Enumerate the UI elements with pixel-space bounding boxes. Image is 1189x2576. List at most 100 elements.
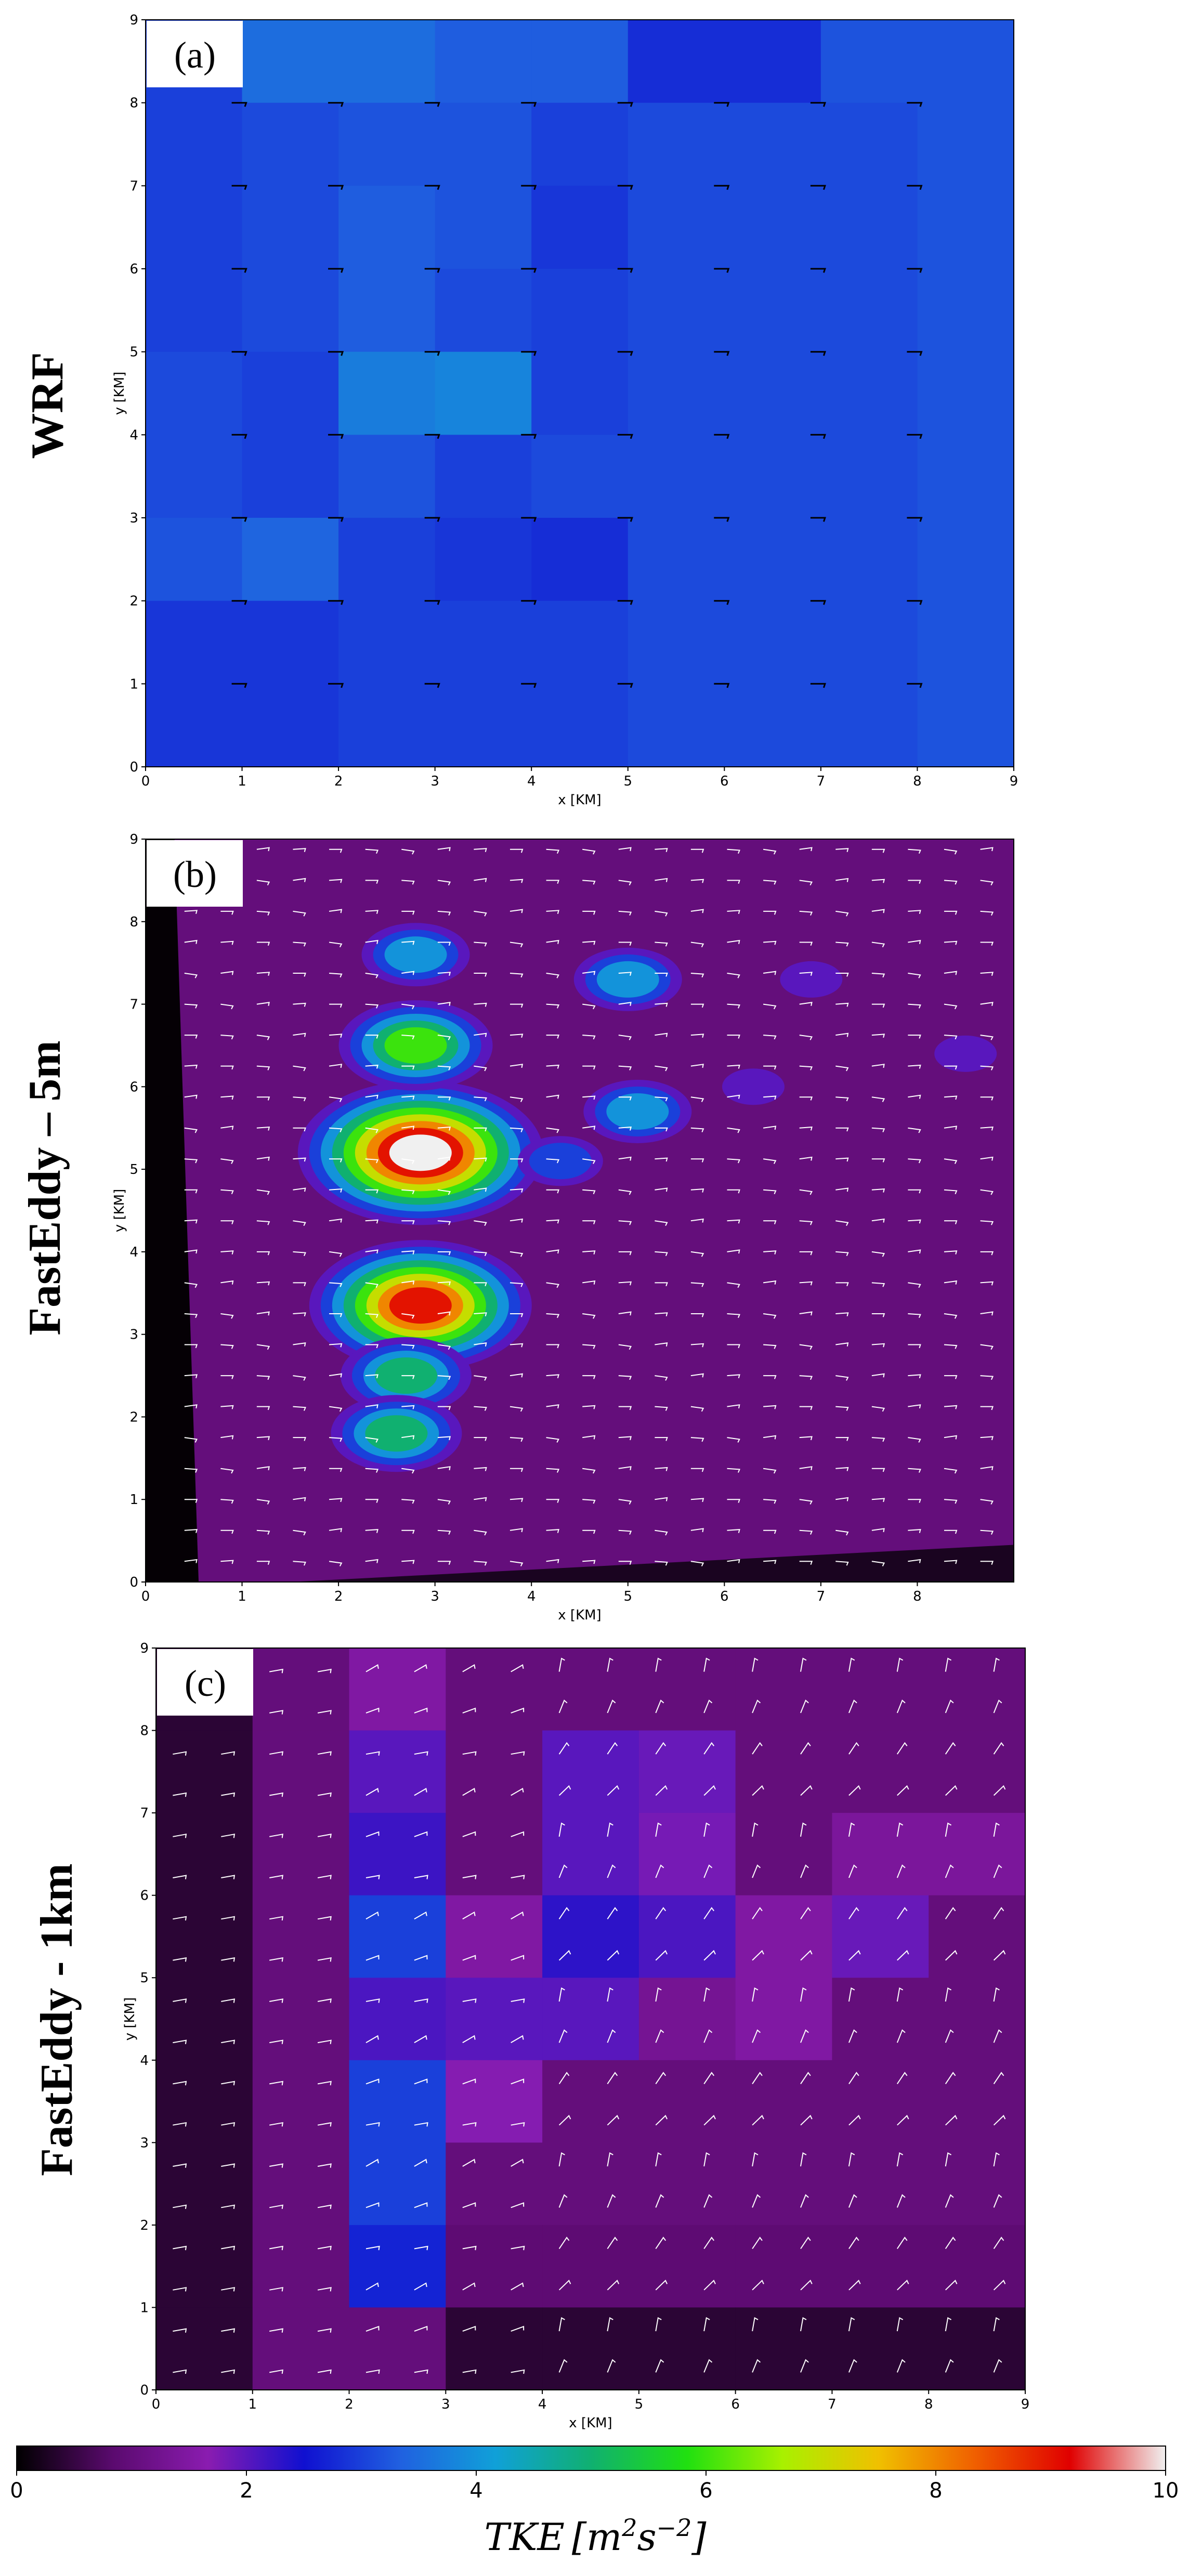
wind-barb	[1016, 1468, 1029, 1471]
wind-barb	[896, 2237, 908, 2250]
wind-barb	[993, 2317, 1000, 2332]
tke-cell	[628, 435, 725, 518]
tke-hotspot	[384, 1027, 447, 1064]
wind-barb	[424, 683, 440, 688]
wind-barb	[871, 909, 885, 913]
wind-barb	[582, 1499, 596, 1504]
tke-cell	[724, 186, 821, 269]
wind-barb	[655, 1864, 664, 1878]
tke-cell	[628, 102, 725, 186]
tke-cell	[638, 2225, 736, 2308]
wind-barb	[437, 1156, 451, 1161]
wind-barb	[509, 1343, 524, 1348]
wind-barb	[799, 1220, 813, 1225]
wind-barb	[401, 1065, 415, 1070]
wind-barb	[329, 1096, 343, 1102]
wind-barb	[462, 2035, 476, 2043]
wind-barb	[173, 2122, 187, 2127]
wind-barb	[980, 972, 994, 976]
wind-barb	[752, 2194, 761, 2208]
wind-barb	[703, 1822, 710, 1837]
wind-barb	[607, 2280, 620, 2291]
wind-barb	[655, 942, 668, 947]
wind-barb	[231, 434, 247, 439]
wind-barb	[546, 1219, 559, 1224]
wind-barb	[293, 848, 306, 852]
wind-barb	[401, 1344, 415, 1349]
wind-barb	[800, 1987, 807, 2002]
wind-barb	[329, 1003, 343, 1008]
tke-cell	[242, 102, 339, 186]
wind-barb	[944, 1003, 958, 1010]
tke-cell	[349, 1978, 446, 2061]
wind-barb	[1016, 1531, 1029, 1535]
wind-barb	[269, 2163, 283, 2168]
wind-barb	[655, 1561, 668, 1566]
wind-barb	[1016, 973, 1029, 976]
wind-barb	[220, 1250, 234, 1254]
wind-barb	[980, 1529, 994, 1535]
wind-barb	[908, 848, 921, 854]
wind-barb	[800, 1864, 809, 1878]
wind-barb	[414, 1955, 428, 1961]
wind-barb	[980, 880, 994, 886]
wind-barb	[703, 1907, 714, 1919]
wind-barb	[945, 1657, 952, 1672]
wind-barb	[511, 1787, 524, 1796]
wind-barb	[871, 942, 885, 948]
wind-barb	[727, 1404, 740, 1409]
wind-barb	[655, 1467, 668, 1471]
wind-barb	[980, 1436, 994, 1441]
colorbar-tick-label: 8	[929, 2479, 942, 2503]
wind-barb	[763, 1344, 777, 1349]
wind-barb	[618, 1065, 632, 1070]
wind-barb	[269, 2039, 283, 2044]
wind-barb	[980, 1035, 994, 1040]
wind-barb	[993, 1907, 1004, 1919]
wind-barb	[945, 1864, 954, 1878]
tke-cell	[628, 600, 725, 684]
tke-cell	[531, 102, 629, 186]
tke-cell	[628, 684, 725, 767]
tke-cell	[156, 2142, 253, 2226]
wind-barb	[511, 1911, 524, 1920]
wind-barb	[329, 1343, 343, 1348]
wind-barb	[810, 600, 826, 605]
tke-cell	[435, 269, 532, 352]
wind-barb	[1016, 1128, 1029, 1131]
wind-barb	[220, 1065, 234, 1070]
wind-barb	[184, 1094, 198, 1099]
wind-barb	[848, 1742, 859, 1755]
wind-barb	[655, 2194, 664, 2208]
tke-cell	[929, 1648, 1026, 1731]
wind-barb	[293, 1497, 306, 1501]
wind-barb	[401, 910, 415, 915]
wind-barb	[944, 1220, 958, 1225]
wind-barb	[220, 1313, 234, 1319]
wind-barb	[896, 1987, 904, 2002]
y-tick-label: 0	[129, 1575, 138, 1590]
wind-barb	[546, 1249, 559, 1254]
wind-barb	[509, 1096, 524, 1102]
wind-barb	[752, 1822, 759, 1837]
wind-barb	[546, 939, 559, 944]
wind-barb	[414, 2369, 428, 2374]
wind-barb	[437, 1281, 451, 1286]
wind-barb	[763, 940, 777, 945]
tke-cell	[349, 1813, 446, 1896]
wind-barb	[546, 1344, 560, 1349]
wind-barb	[329, 1373, 343, 1378]
wind-barb	[618, 880, 632, 886]
wind-barb	[437, 1561, 451, 1565]
wind-barb	[763, 1095, 777, 1100]
wind-barb	[474, 1312, 487, 1317]
wind-barb	[799, 1065, 813, 1070]
wind-barb	[655, 1907, 667, 1919]
wind-barb	[510, 1468, 524, 1472]
wind-barb	[220, 1126, 234, 1130]
wind-barb	[509, 1406, 524, 1412]
wind-barb	[317, 1751, 332, 1756]
wind-barb	[582, 1189, 596, 1195]
panel-letter: (a)	[174, 34, 216, 76]
x-tick-label: 7	[817, 1589, 826, 1604]
